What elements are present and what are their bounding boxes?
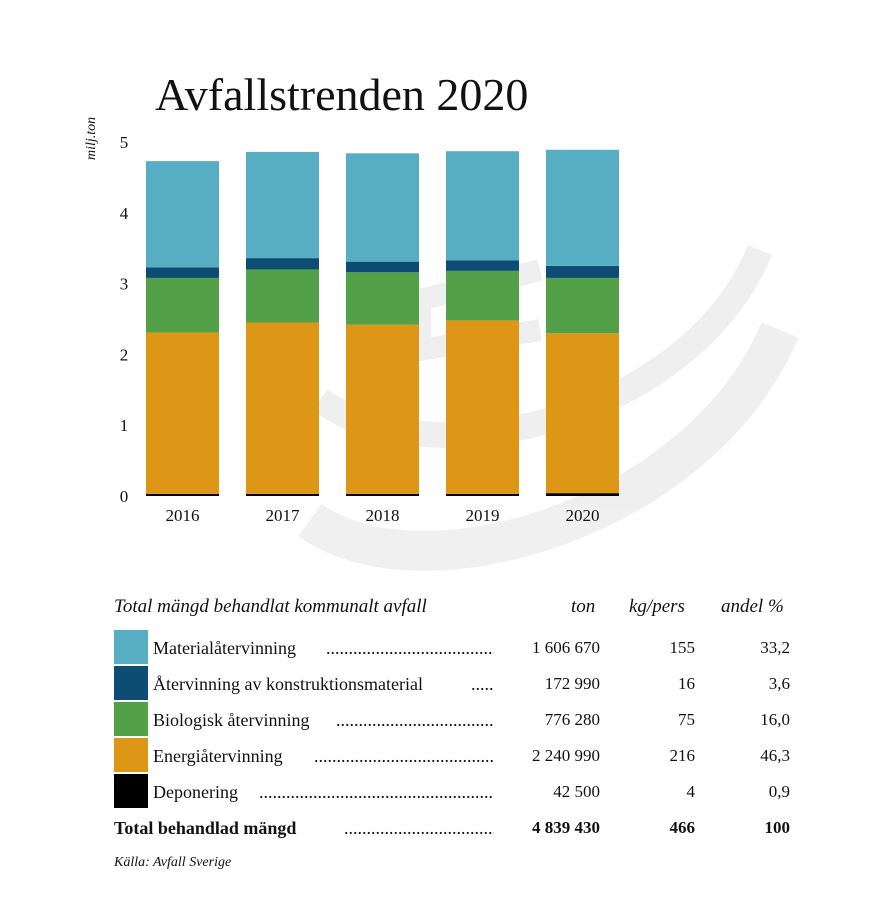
bar-segment-2019-2: [446, 270, 519, 321]
x-tick-label: 2018: [366, 506, 400, 525]
legend-row-ton: 2 240 990: [532, 746, 600, 765]
chart-title: Avfallstrenden 2020: [155, 69, 529, 120]
y-tick-label: 4: [120, 204, 129, 223]
leader-dots: ........................................…: [326, 638, 494, 658]
bar-segment-2018-2: [346, 272, 419, 325]
bar-segment-2020-1: [546, 333, 619, 494]
leader-dots: ........................................…: [314, 746, 494, 766]
legend-col-pct: andel %: [721, 596, 784, 617]
legend-row-pct: 16,0: [760, 710, 790, 729]
bar-segment-2016-4: [146, 161, 219, 268]
bar-segment-2016-1: [146, 332, 219, 494]
legend-row-ton: 776 280: [544, 710, 600, 729]
legend-row-label: Återvinning av konstruktionsmaterial: [153, 674, 423, 694]
bar-segment-2017-2: [246, 269, 319, 323]
legend-total-kg: 466: [669, 818, 696, 837]
legend-row-pct: 33,2: [760, 638, 790, 657]
x-axis-ticks: 2016 2017 2018 2019 2020: [166, 506, 600, 525]
legend-total-label: Total behandlad mängd: [114, 818, 297, 838]
bar-segment-2017-3: [246, 258, 319, 270]
leader-dots: ........................................…: [336, 710, 494, 730]
y-tick-label: 3: [120, 275, 129, 294]
legend-row-total: Total behandlad mängd ..................…: [114, 810, 794, 846]
legend-row-label: Biologisk återvinning: [153, 710, 310, 730]
source-note: Källa: Avfall Sverige: [114, 855, 232, 870]
legend-row-pct: 46,3: [760, 746, 790, 765]
y-tick-label: 5: [120, 133, 129, 152]
legend-row-label: Materialåtervinning: [153, 638, 296, 658]
legend-total-pct: 100: [764, 818, 791, 837]
legend-col-kg: kg/pers: [629, 596, 685, 617]
y-axis-label: milj.ton: [84, 116, 99, 160]
leader-dots: ..........: [471, 674, 494, 694]
bar-segment-2019-4: [446, 151, 519, 261]
legend-row-label: Energiåtervinning: [153, 746, 283, 766]
bar-segment-2016-0: [146, 493, 219, 496]
bar-segment-2017-4: [246, 151, 319, 259]
legend-total-ton: 4 839 430: [532, 818, 600, 837]
bar-segment-2020-2: [546, 277, 619, 334]
bar-segment-2018-4: [346, 153, 419, 262]
legend-row-deponering: Deponering .............................…: [114, 774, 794, 810]
leader-dots: ........................................…: [259, 782, 494, 802]
y-axis-ticks: 0 1 2 3 4 5: [120, 133, 129, 506]
legend-row-kg: 4: [686, 782, 696, 801]
bar-segment-2017-1: [246, 322, 319, 494]
legend-row-kg: 75: [678, 710, 695, 729]
legend-swatch: [114, 666, 148, 700]
legend-row-ton: 1 606 670: [532, 638, 600, 657]
bar-segment-2016-3: [146, 267, 219, 278]
bars-layer: [146, 149, 619, 496]
legend-col-ton: ton: [571, 596, 596, 617]
x-tick-label: 2016: [166, 506, 200, 525]
bar-segment-2020-0: [546, 493, 619, 496]
bar-segment-2018-1: [346, 324, 419, 494]
legend-row-konstruktionsmaterial: Återvinning av konstruktionsmaterial ...…: [114, 666, 794, 702]
x-tick-label: 2019: [466, 506, 500, 525]
legend-row-kg: 216: [669, 746, 696, 765]
bar-segment-2018-0: [346, 493, 419, 496]
legend-row-materialatervinning: Materialåtervinning ....................…: [114, 630, 794, 666]
bar-segment-2016-2: [146, 277, 219, 333]
legend-heading: Total mängd behandlat kommunalt avfall: [114, 596, 427, 617]
x-tick-label: 2017: [266, 506, 301, 525]
legend-swatch: [114, 774, 148, 808]
legend-row-label: Deponering: [153, 782, 238, 802]
leader-dots: ........................................…: [344, 818, 494, 838]
y-tick-label: 0: [120, 487, 129, 506]
bar-segment-2019-3: [446, 260, 519, 271]
legend-row-kg: 155: [669, 638, 696, 657]
y-tick-label: 2: [120, 345, 129, 364]
legend-swatch: [114, 630, 148, 664]
y-tick-label: 1: [120, 416, 129, 435]
bar-segment-2019-0: [446, 493, 519, 496]
legend-row-pct: 0,9: [768, 782, 790, 801]
bar-segment-2018-3: [346, 261, 419, 273]
bar-segment-2017-0: [246, 493, 319, 496]
legend-swatch: [114, 702, 148, 736]
x-tick-label: 2020: [566, 506, 600, 525]
bar-segment-2020-3: [546, 265, 619, 278]
bar-segment-2020-4: [546, 149, 619, 266]
legend-row-ton: 42 500: [553, 782, 600, 801]
legend-row-energiatervinning: Energiåtervinning ......................…: [114, 738, 794, 774]
bar-segment-2019-1: [446, 320, 519, 494]
legend-row-pct: 3,6: [768, 674, 790, 693]
legend-row-kg: 16: [678, 674, 695, 693]
legend-row-ton: 172 990: [544, 674, 600, 693]
legend-row-biologisk: Biologisk återvinning ..................…: [114, 702, 794, 738]
legend-swatch: [114, 738, 148, 772]
